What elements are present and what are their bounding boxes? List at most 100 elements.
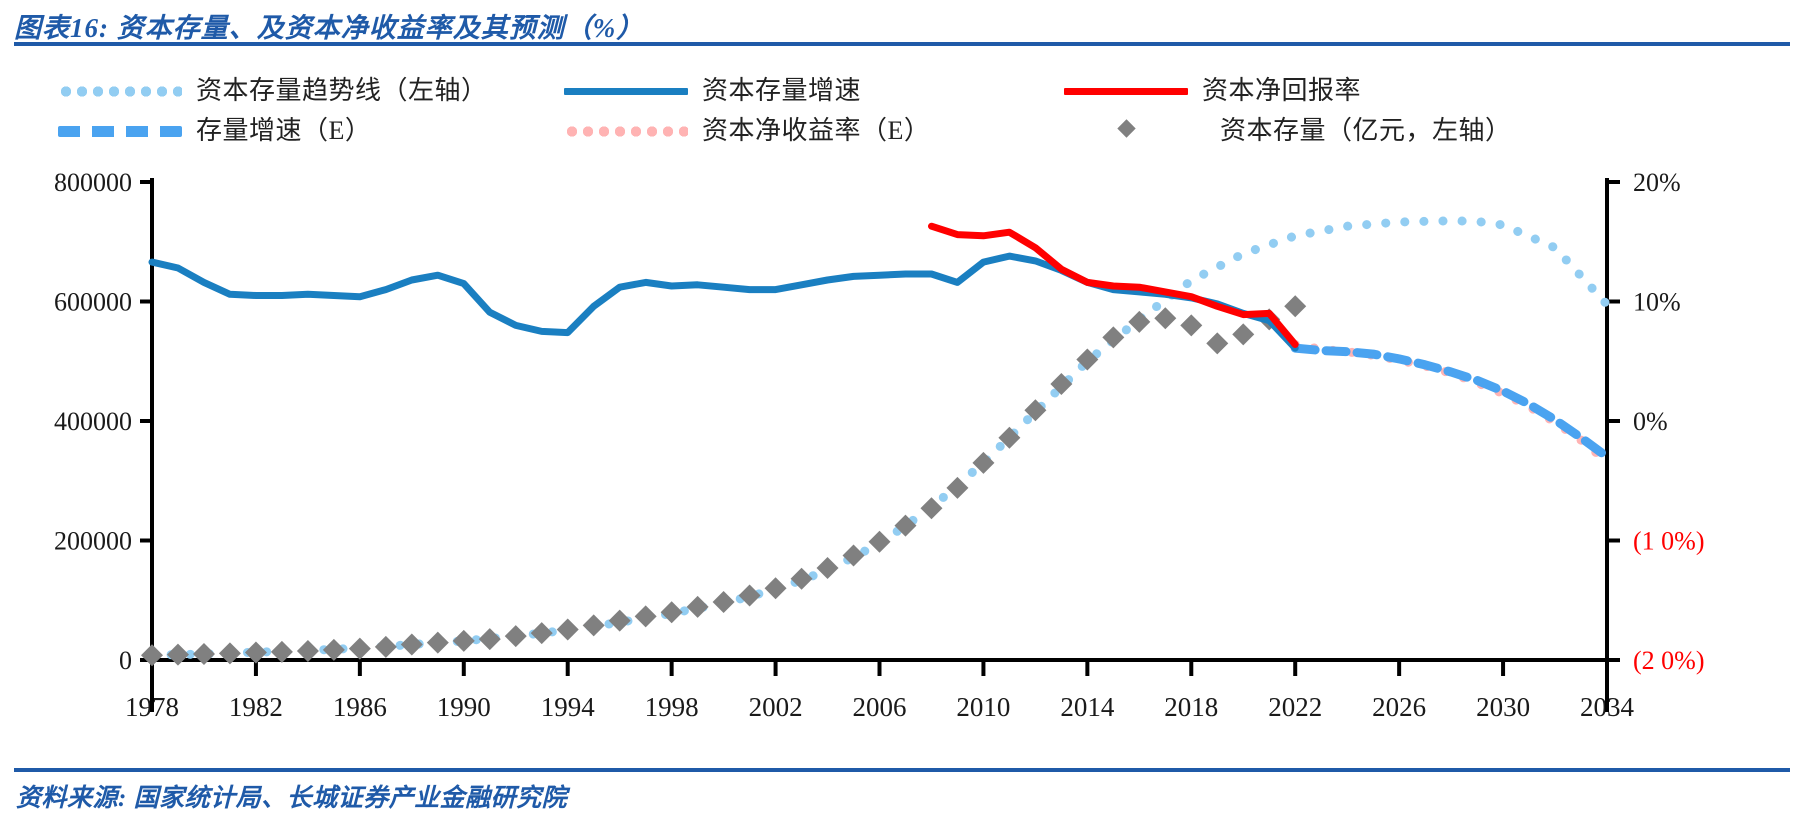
legend-dotted-lightblue-icon: [58, 85, 182, 97]
data-point-marker: [1102, 326, 1125, 349]
data-point-marker: [244, 641, 267, 664]
data-point-marker: [998, 426, 1021, 449]
data-point-marker: [452, 629, 475, 652]
data-point-marker: [478, 628, 501, 651]
data-point-marker: [790, 567, 813, 590]
footer-divider: [14, 768, 1790, 772]
legend-dotted-pink-icon: [564, 125, 688, 137]
data-point-marker: [1024, 399, 1047, 422]
x-axis-tick-label: 1986: [333, 692, 387, 722]
legend-label: 存量增速（E）: [196, 116, 372, 145]
x-axis-tick-label: 1990: [437, 692, 491, 722]
legend-dashed-blue-icon: [58, 125, 182, 137]
legend-label: 资本存量趋势线（左轴）: [196, 76, 488, 105]
x-axis-ticks: 1978198219861990199419982002200620102014…: [125, 660, 1635, 722]
data-point-marker: [1154, 307, 1177, 330]
data-point-marker: [400, 633, 423, 656]
legend-label: 资本存量增速: [702, 76, 862, 105]
data-point-marker: [1180, 314, 1203, 337]
data-point-marker: [972, 451, 995, 474]
legend-label: 资本存量（亿元，左轴）: [1220, 116, 1512, 145]
left-axis-tick-label: 200000: [54, 527, 132, 556]
legend-item-capital-stock-growth[interactable]: 资本存量增速: [564, 70, 861, 107]
chart-canvas: 0 200000 400000 600000 800000 (2 0%) (1 0%) 0%…: [54, 168, 1704, 722]
data-point-marker: [816, 556, 839, 579]
series-line-dashed: [1290, 343, 1612, 462]
x-axis-tick-label: 2030: [1476, 692, 1530, 722]
left-axis-tick-label: 600000: [54, 288, 132, 317]
data-point-marker: [322, 638, 345, 661]
legend-diamond-gray-icon: [1064, 119, 1188, 139]
data-series-group: [141, 216, 1612, 667]
left-axis-tick-label: 800000: [54, 168, 132, 197]
chart-title-row: 图表16: 资本存量、及资本净收益率及其预测（%）: [14, 6, 1790, 43]
x-axis-tick-label: 1998: [645, 692, 699, 722]
data-point-marker: [738, 584, 761, 607]
legend-item-net-yield-forecast[interactable]: 资本净收益率（E）: [564, 110, 930, 147]
right-axis-tick-label: (2 0%): [1633, 646, 1704, 675]
data-point-marker: [920, 497, 943, 520]
data-point-marker: [842, 544, 865, 567]
data-point-marker: [634, 605, 657, 628]
x-axis-tick-label: 2002: [749, 692, 803, 722]
x-axis-tick-label: 1994: [541, 692, 596, 722]
data-point-marker: [270, 640, 293, 663]
legend-item-growth-forecast[interactable]: 存量增速（E）: [58, 110, 371, 147]
data-point-marker: [582, 614, 605, 637]
legend-item-capital-stock-trend[interactable]: 资本存量趋势线（左轴）: [58, 70, 488, 107]
data-point-marker: [296, 640, 319, 663]
chart-legend: 资本存量趋势线（左轴） 资本存量增速 资本净回报率 存量增速（E） 资本净收益率…: [14, 62, 1790, 158]
right-axis-tick-label: 10%: [1633, 288, 1681, 317]
data-point-marker: [530, 622, 553, 645]
data-point-marker: [1128, 310, 1151, 333]
chart-plot-area: 0 200000 400000 600000 800000 (2 0%) (1 0%) 0%…: [0, 160, 1804, 740]
series-line-solid: [928, 222, 1299, 348]
left-axis-ticks: 0 200000 400000 600000 800000: [54, 168, 152, 675]
data-point-marker: [348, 637, 371, 660]
data-point-marker: [686, 595, 709, 618]
data-point-marker: [712, 591, 735, 614]
data-point-marker: [608, 609, 631, 632]
data-point-marker: [868, 530, 891, 553]
data-point-marker: [426, 631, 449, 654]
x-axis-tick-label: 2022: [1268, 692, 1322, 722]
data-point-marker: [894, 514, 917, 537]
data-point-marker: [218, 642, 241, 665]
left-axis-tick-label: 400000: [54, 407, 132, 436]
left-axis-tick-label: 0: [119, 646, 132, 675]
title-divider: [14, 42, 1790, 46]
x-axis-tick-label: 2018: [1164, 692, 1218, 722]
data-point-marker: [764, 577, 787, 600]
data-point-marker: [374, 635, 397, 658]
data-point-marker: [1050, 372, 1073, 395]
series-line-solid: [148, 252, 1299, 352]
x-axis-tick-label: 2010: [956, 692, 1010, 722]
x-axis-tick-label: 2026: [1372, 692, 1426, 722]
right-axis-tick-label: (1 0%): [1633, 527, 1704, 556]
data-point-marker: [556, 618, 579, 641]
data-point-marker: [1076, 348, 1099, 371]
legend-label: 资本净收益率（E）: [702, 116, 931, 145]
data-point-marker: [504, 625, 527, 648]
x-axis-tick-label: 2014: [1060, 692, 1115, 722]
data-point-marker: [192, 643, 215, 666]
legend-solid-red-icon: [1064, 88, 1188, 95]
series-line-dotted: [147, 216, 1612, 660]
legend-item-net-return[interactable]: 资本净回报率: [1064, 70, 1361, 107]
data-point-marker: [1206, 332, 1229, 355]
data-point-marker: [660, 601, 683, 624]
series-line-dotted: [1290, 340, 1612, 467]
data-point-marker: [1284, 295, 1307, 318]
series-capital-stock-markers: [141, 295, 1307, 667]
x-axis-tick-label: 2006: [853, 692, 907, 722]
right-axis-tick-label: 20%: [1633, 168, 1681, 197]
source-note: 资料来源: 国家统计局、长城证券产业金融研究院: [16, 785, 568, 812]
data-point-marker: [166, 643, 189, 666]
right-axis-tick-label: 0%: [1633, 407, 1668, 436]
page-title: 图表16: 资本存量、及资本净收益率及其预测（%）: [14, 13, 645, 43]
legend-item-capital-stock[interactable]: 资本存量（亿元，左轴）: [1064, 110, 1512, 147]
data-point-marker: [946, 476, 969, 499]
legend-solid-blue-icon: [564, 88, 688, 95]
right-axis-ticks: (2 0%) (1 0%) 0% 10% 20%: [1607, 168, 1704, 675]
